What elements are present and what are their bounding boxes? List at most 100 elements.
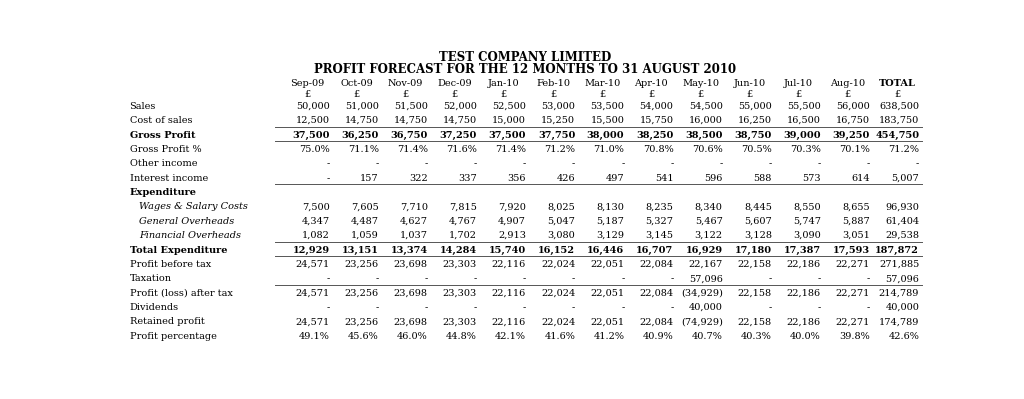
Text: 17,180: 17,180 (734, 245, 772, 255)
Text: 16,750: 16,750 (836, 116, 870, 125)
Text: -: - (867, 159, 870, 168)
Text: -: - (720, 159, 723, 168)
Text: 23,256: 23,256 (344, 318, 379, 326)
Text: 70.6%: 70.6% (692, 145, 723, 154)
Text: Retained profit: Retained profit (130, 318, 205, 326)
Text: Gross Profit %: Gross Profit % (130, 145, 201, 154)
Text: 638,500: 638,500 (880, 102, 920, 111)
Text: 1,059: 1,059 (351, 231, 379, 240)
Text: £: £ (304, 91, 310, 99)
Text: 75.0%: 75.0% (299, 145, 330, 154)
Text: 29,538: 29,538 (885, 231, 920, 240)
Text: 337: 337 (458, 174, 477, 183)
Text: 5,047: 5,047 (548, 217, 575, 226)
Text: 1,037: 1,037 (399, 231, 428, 240)
Text: Aug-10: Aug-10 (830, 79, 865, 88)
Text: -: - (916, 159, 920, 168)
Text: 50,000: 50,000 (296, 102, 330, 111)
Text: 23,698: 23,698 (394, 260, 428, 269)
Text: 52,000: 52,000 (443, 102, 477, 111)
Text: Feb-10: Feb-10 (536, 79, 570, 88)
Text: 23,303: 23,303 (442, 288, 477, 298)
Text: -: - (671, 274, 674, 283)
Text: £: £ (796, 91, 802, 99)
Text: Profit before tax: Profit before tax (130, 260, 211, 269)
Text: 4,347: 4,347 (301, 217, 330, 226)
Text: May-10: May-10 (682, 79, 719, 88)
Text: 23,303: 23,303 (442, 318, 477, 326)
Text: 37,500: 37,500 (488, 130, 526, 140)
Text: 38,750: 38,750 (734, 130, 772, 140)
Text: 541: 541 (655, 174, 674, 183)
Text: 22,024: 22,024 (541, 318, 575, 326)
Text: 16,250: 16,250 (738, 116, 772, 125)
Text: 71.1%: 71.1% (348, 145, 379, 154)
Text: 3,051: 3,051 (842, 231, 870, 240)
Text: 55,500: 55,500 (787, 102, 821, 111)
Text: 37,750: 37,750 (538, 130, 575, 140)
Text: Cost of sales: Cost of sales (130, 116, 193, 125)
Text: Taxation: Taxation (130, 274, 172, 283)
Text: 187,872: 187,872 (876, 245, 920, 255)
Text: 573: 573 (803, 174, 821, 183)
Text: 5,187: 5,187 (597, 217, 625, 226)
Text: 24,571: 24,571 (295, 288, 330, 298)
Text: -: - (376, 159, 379, 168)
Text: 157: 157 (360, 174, 379, 183)
Text: £: £ (353, 91, 359, 99)
Text: (34,929): (34,929) (681, 288, 723, 298)
Text: 16,929: 16,929 (685, 245, 723, 255)
Text: -: - (376, 274, 379, 283)
Text: 45.6%: 45.6% (348, 332, 379, 341)
Text: 70.1%: 70.1% (840, 145, 870, 154)
Text: 22,051: 22,051 (590, 318, 625, 326)
Text: 7,500: 7,500 (302, 202, 330, 211)
Text: 5,467: 5,467 (694, 217, 723, 226)
Text: 40.7%: 40.7% (692, 332, 723, 341)
Text: Jun-10: Jun-10 (733, 79, 766, 88)
Text: £: £ (550, 91, 556, 99)
Text: 96,930: 96,930 (886, 202, 920, 211)
Text: 16,500: 16,500 (787, 116, 821, 125)
Text: 55,000: 55,000 (738, 102, 772, 111)
Text: 14,750: 14,750 (393, 116, 428, 125)
Text: 3,128: 3,128 (743, 231, 772, 240)
Text: 23,698: 23,698 (394, 318, 428, 326)
Text: 3,145: 3,145 (645, 231, 674, 240)
Text: Interest income: Interest income (130, 174, 208, 183)
Text: 22,116: 22,116 (492, 288, 526, 298)
Text: Nov-09: Nov-09 (388, 79, 423, 88)
Text: (74,929): (74,929) (681, 318, 723, 326)
Text: -: - (622, 274, 625, 283)
Text: 23,256: 23,256 (344, 288, 379, 298)
Text: 2,913: 2,913 (498, 231, 526, 240)
Text: Other income: Other income (130, 159, 197, 168)
Text: 56,000: 56,000 (837, 102, 870, 111)
Text: 497: 497 (606, 174, 625, 183)
Text: 183,750: 183,750 (879, 116, 920, 125)
Text: PROFIT FORECAST FOR THE 12 MONTHS TO 31 AUGUST 2010: PROFIT FORECAST FOR THE 12 MONTHS TO 31 … (313, 63, 736, 76)
Text: 37,500: 37,500 (292, 130, 330, 140)
Text: -: - (622, 159, 625, 168)
Text: £: £ (845, 91, 851, 99)
Text: 39,250: 39,250 (833, 130, 870, 140)
Text: 57,096: 57,096 (886, 274, 920, 283)
Text: 22,084: 22,084 (639, 318, 674, 326)
Text: 38,000: 38,000 (587, 130, 625, 140)
Text: General Overheads: General Overheads (139, 217, 234, 226)
Text: -: - (818, 274, 821, 283)
Text: -: - (622, 303, 625, 312)
Text: 22,158: 22,158 (737, 288, 772, 298)
Text: Dividends: Dividends (130, 303, 179, 312)
Text: 22,158: 22,158 (737, 260, 772, 269)
Text: 271,885: 271,885 (879, 260, 920, 269)
Text: 3,129: 3,129 (596, 231, 625, 240)
Text: 22,116: 22,116 (492, 318, 526, 326)
Text: Mar-10: Mar-10 (584, 79, 621, 88)
Text: 5,327: 5,327 (645, 217, 674, 226)
Text: 1,702: 1,702 (449, 231, 477, 240)
Text: -: - (327, 303, 330, 312)
Text: -: - (572, 303, 575, 312)
Text: 12,500: 12,500 (296, 116, 330, 125)
Text: 614: 614 (851, 174, 870, 183)
